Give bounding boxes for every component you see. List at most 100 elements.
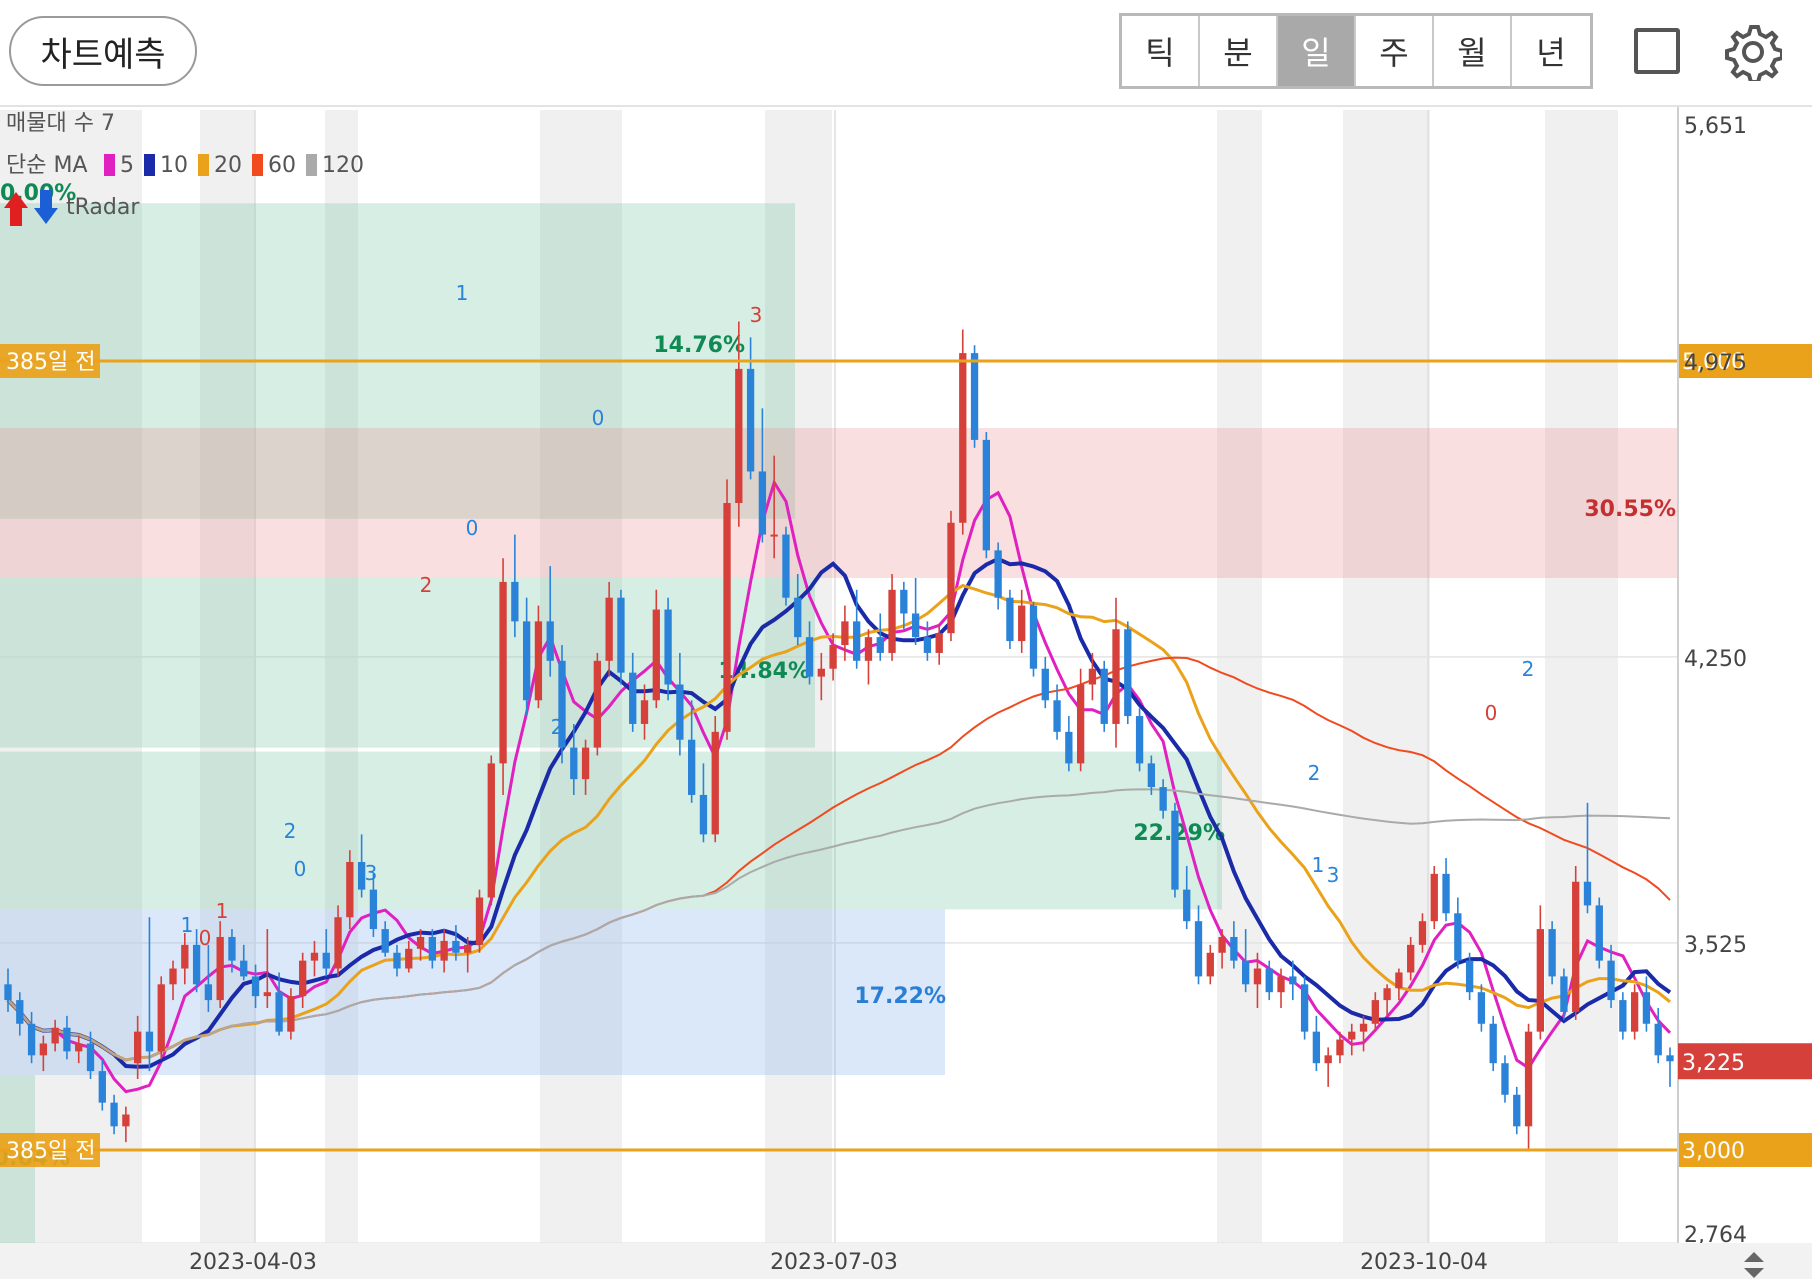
- candle-body: [452, 940, 460, 953]
- candle-body: [1289, 976, 1297, 985]
- candle-body: [98, 1071, 106, 1103]
- candle-body: [1300, 984, 1309, 1032]
- candle-body: [334, 917, 342, 969]
- candle-body: [1253, 968, 1262, 985]
- candle: [1654, 1007, 1662, 1064]
- candle-body: [546, 621, 554, 661]
- tab-month[interactable]: 월: [1434, 16, 1512, 86]
- candle-body: [169, 968, 177, 985]
- candle: [1194, 905, 1203, 985]
- signal-number: 0: [1485, 701, 1498, 725]
- candle: [75, 1035, 83, 1064]
- shade-band: [325, 110, 358, 1243]
- reference-tag-box: [0, 344, 100, 378]
- candle-body: [911, 613, 920, 638]
- candle: [570, 723, 578, 795]
- candle-body: [1171, 810, 1179, 890]
- candle-body: [1135, 716, 1144, 764]
- candle: [499, 558, 507, 795]
- candle-body: [51, 1027, 59, 1044]
- zone-box: [0, 909, 945, 1076]
- candle-body: [1065, 731, 1073, 764]
- candle: [1501, 1055, 1509, 1103]
- legend-ma-period: 20: [214, 153, 242, 178]
- candle: [770, 455, 778, 559]
- legend-ma-period: 10: [160, 153, 188, 178]
- candle: [1642, 976, 1651, 1032]
- candle-body: [1029, 605, 1038, 669]
- tab-day[interactable]: 일: [1278, 16, 1356, 86]
- signal-number: 2: [420, 573, 433, 597]
- candle-body: [240, 960, 248, 977]
- gear-icon[interactable]: [1724, 23, 1782, 81]
- reference-tag-box: [0, 1133, 100, 1167]
- candle-body: [723, 503, 731, 732]
- candle-body: [204, 984, 213, 1001]
- candle-body: [181, 944, 189, 969]
- candle-body: [1395, 972, 1403, 989]
- tab-minute[interactable]: 분: [1200, 16, 1278, 86]
- candle: [1548, 921, 1556, 985]
- tab-year[interactable]: 년: [1512, 16, 1590, 86]
- shade-band: [1217, 110, 1262, 1243]
- candle: [1536, 905, 1544, 1040]
- square-icon[interactable]: [1634, 28, 1680, 74]
- signal-number: 3: [750, 303, 763, 327]
- chart-area[interactable]: 14.76%30.55%14.84%22.29%17.22%0.64%10231…: [0, 103, 1812, 1279]
- price-chart[interactable]: 14.76%30.55%14.84%22.29%17.22%0.64%10231…: [0, 103, 1812, 1279]
- candle: [1135, 708, 1144, 772]
- candle: [982, 432, 990, 559]
- candle: [1572, 865, 1580, 1020]
- candle: [853, 589, 861, 669]
- y-tick-label: 4,250: [1684, 647, 1747, 672]
- candle: [405, 940, 413, 973]
- candle: [169, 960, 177, 1001]
- legend-ma-period: 60: [268, 153, 296, 178]
- tab-week[interactable]: 주: [1356, 16, 1434, 86]
- candle-body: [357, 862, 366, 890]
- chart-predict-button[interactable]: 차트예측: [9, 16, 197, 86]
- candle: [393, 944, 401, 977]
- candle-body: [923, 637, 932, 653]
- tab-tick[interactable]: 틱: [1122, 16, 1200, 86]
- candle: [1489, 1015, 1497, 1072]
- candle: [63, 1015, 71, 1060]
- candle: [652, 589, 660, 709]
- candle-body: [1159, 787, 1167, 811]
- candle-body: [1206, 952, 1214, 977]
- candle: [994, 542, 1002, 610]
- candle-body: [1348, 1031, 1356, 1040]
- candle: [581, 739, 590, 795]
- candle: [1524, 1023, 1533, 1150]
- candle: [1348, 1023, 1356, 1056]
- candle: [617, 589, 625, 685]
- signal-number: 1: [456, 281, 469, 305]
- candle: [157, 976, 165, 1060]
- candle-body: [63, 1027, 71, 1052]
- candle-body: [558, 660, 566, 748]
- candle: [1465, 952, 1474, 1001]
- candle: [1171, 802, 1179, 898]
- candle-body: [369, 889, 378, 930]
- candle-body: [982, 439, 990, 551]
- signal-number: 0: [199, 926, 212, 950]
- candle: [805, 621, 814, 685]
- candle: [699, 763, 708, 843]
- candle: [251, 964, 260, 1008]
- candle: [228, 929, 236, 973]
- x-tick-label: 2023-04-03: [189, 1250, 317, 1275]
- shade-band: [200, 110, 255, 1243]
- candle: [817, 652, 825, 701]
- current-price-label: 3,225: [1682, 1051, 1745, 1076]
- candle: [216, 921, 224, 1008]
- signal-number: 0: [294, 857, 307, 881]
- candle: [911, 577, 920, 646]
- signal-number: 2: [551, 715, 564, 739]
- up-arrow-icon: [4, 192, 28, 226]
- candle-body: [1465, 960, 1474, 993]
- ma-line-20: [6, 583, 1671, 1062]
- candle: [204, 944, 213, 1012]
- candle-body: [416, 936, 425, 949]
- candle: [440, 929, 448, 973]
